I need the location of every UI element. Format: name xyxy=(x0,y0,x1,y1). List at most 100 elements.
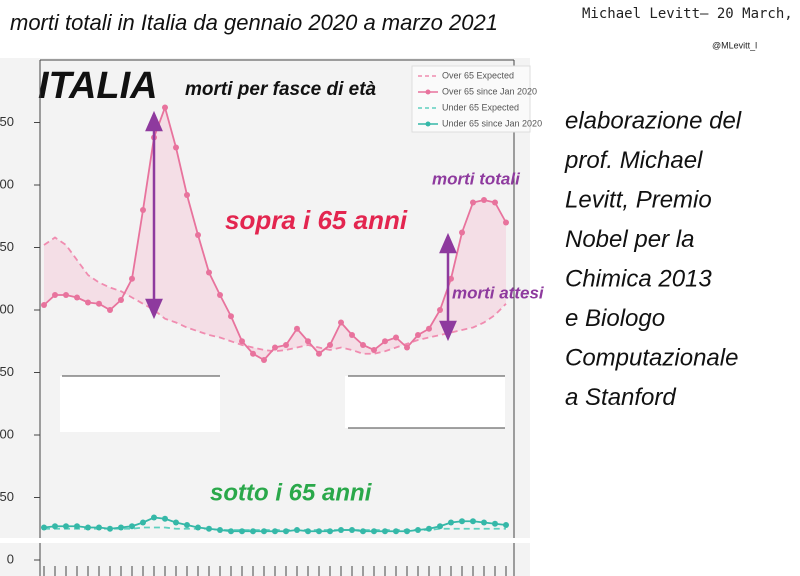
point xyxy=(393,528,399,535)
series-line xyxy=(43,236,507,355)
point xyxy=(283,528,289,535)
handle: @MLevitt_l xyxy=(712,40,757,50)
point xyxy=(272,528,278,535)
point xyxy=(74,294,80,301)
point xyxy=(349,527,355,533)
point xyxy=(459,518,465,525)
point xyxy=(470,518,476,525)
y-tick-label: 300 xyxy=(0,176,14,191)
point xyxy=(129,275,135,282)
point xyxy=(338,319,344,326)
point xyxy=(41,524,47,531)
point xyxy=(96,300,102,307)
point xyxy=(415,527,421,533)
legend-label: Under 65 Expected xyxy=(442,102,519,112)
point xyxy=(316,528,322,535)
point xyxy=(448,275,454,282)
point xyxy=(261,357,267,363)
point xyxy=(327,342,333,348)
point xyxy=(371,347,377,353)
legend-box xyxy=(411,65,531,133)
point xyxy=(437,307,443,313)
note-line: Levitt, Premio xyxy=(565,186,712,213)
point xyxy=(74,523,80,530)
note-line: e Biologo xyxy=(565,305,665,332)
point xyxy=(107,307,113,313)
point xyxy=(217,527,223,533)
point xyxy=(239,338,245,345)
point xyxy=(470,199,476,206)
legend-marker xyxy=(425,89,431,95)
point xyxy=(140,207,146,213)
point xyxy=(228,528,234,535)
y-tick-label: 200 xyxy=(0,301,14,316)
point xyxy=(360,528,366,535)
y-tick-label: 350 xyxy=(0,114,14,129)
note-line: Computazionale xyxy=(565,344,738,371)
chart-background xyxy=(0,58,530,576)
point xyxy=(294,325,300,332)
point xyxy=(118,297,124,303)
point xyxy=(129,523,135,530)
mask xyxy=(60,376,220,432)
point xyxy=(492,199,498,206)
annotation: sotto i 65 anni xyxy=(210,479,373,506)
point xyxy=(63,292,69,298)
point xyxy=(162,104,168,111)
note-line: a Stanford xyxy=(565,384,676,411)
point xyxy=(426,325,432,332)
point xyxy=(393,334,399,341)
point xyxy=(118,524,124,531)
chart-title: ITALIA xyxy=(38,65,158,107)
point xyxy=(195,524,201,531)
point xyxy=(206,525,212,532)
y-tick-label: 0 xyxy=(7,551,14,566)
point xyxy=(173,144,179,151)
gap-fill xyxy=(44,107,506,360)
point xyxy=(96,524,102,531)
point xyxy=(272,344,278,351)
point xyxy=(261,528,267,535)
point xyxy=(382,528,388,535)
point xyxy=(338,527,344,533)
y-tick-label: 150 xyxy=(0,364,14,379)
y-tick-label: 250 xyxy=(0,239,14,254)
note-line: prof. Michael xyxy=(564,147,703,174)
stripe xyxy=(0,538,530,543)
point xyxy=(437,523,443,530)
point xyxy=(481,519,487,526)
point xyxy=(239,528,245,535)
legend: Over 65 Expected Over 65 since Jan 2020 Un… xyxy=(411,65,542,133)
point xyxy=(162,515,168,522)
point xyxy=(85,524,91,531)
mask xyxy=(345,376,505,428)
annotation: morti attesi xyxy=(452,283,545,302)
point xyxy=(503,522,509,528)
legend-label: Over 65 since Jan 2020 xyxy=(442,86,537,96)
point xyxy=(349,332,355,338)
note-line: Chimica 2013 xyxy=(565,265,712,292)
point xyxy=(327,528,333,535)
y-tick-label: 50 xyxy=(0,489,14,504)
note-line: Nobel per la xyxy=(565,226,694,253)
point xyxy=(250,528,256,535)
chart-subtitle: morti per fasce di età xyxy=(185,79,377,100)
point xyxy=(52,292,58,298)
annotation: sopra i 65 anni xyxy=(225,205,408,235)
point xyxy=(173,519,179,526)
point xyxy=(415,332,421,338)
point xyxy=(360,342,366,348)
point xyxy=(63,523,69,530)
point xyxy=(283,342,289,348)
point xyxy=(228,313,234,320)
legend-marker xyxy=(425,121,431,127)
point xyxy=(52,523,58,530)
point xyxy=(85,299,91,306)
arrows xyxy=(145,110,457,342)
point xyxy=(195,232,201,238)
point xyxy=(217,292,223,298)
point xyxy=(382,338,388,345)
point xyxy=(316,350,322,357)
point xyxy=(371,528,377,535)
